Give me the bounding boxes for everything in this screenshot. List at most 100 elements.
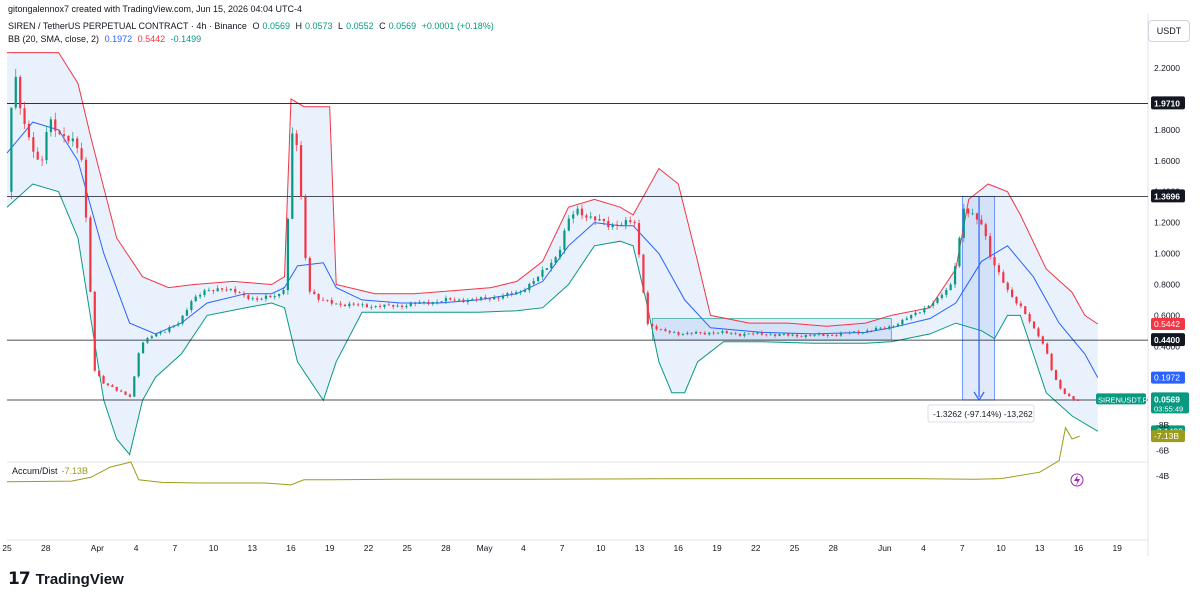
candle-body xyxy=(958,237,961,267)
candle-body xyxy=(146,338,149,343)
candle-body xyxy=(795,334,799,337)
candle-body xyxy=(949,284,952,291)
candle-body xyxy=(563,230,566,250)
candle-body xyxy=(708,332,711,335)
candle-body xyxy=(23,108,26,124)
candle-body xyxy=(128,394,131,397)
time-axis-tick: 4 xyxy=(134,543,139,553)
bb-price-tag-text: 0.1972 xyxy=(1154,373,1180,383)
candle-body xyxy=(1006,282,1009,290)
candle-body xyxy=(295,133,298,146)
candle-body xyxy=(89,217,92,292)
candle-body xyxy=(400,305,404,308)
candle-body xyxy=(734,333,737,335)
currency-selector[interactable]: USDT xyxy=(1148,20,1190,42)
accum-dist-legend[interactable]: Accum/Dist -7.13B xyxy=(12,466,88,476)
candle-body xyxy=(923,308,926,313)
candle-body xyxy=(378,306,382,307)
candle-body xyxy=(225,289,228,291)
candle-body xyxy=(690,332,693,334)
bb-price-tag-text: 0.5442 xyxy=(1154,319,1180,329)
time-axis-tick: 7 xyxy=(960,543,965,553)
symbol-legend: SIREN / TetherUS PERPETUAL CONTRACT · 4h… xyxy=(8,21,497,31)
candle-body xyxy=(238,292,241,294)
candle-body xyxy=(905,318,908,320)
candle-body xyxy=(953,266,957,285)
candle-body xyxy=(572,214,575,219)
candle-body xyxy=(299,145,303,197)
candle-body xyxy=(1041,336,1044,344)
candle-body xyxy=(738,333,742,336)
candle-body xyxy=(207,290,210,292)
candle-body xyxy=(866,330,869,333)
candle-body xyxy=(874,327,878,331)
candle-body xyxy=(892,326,895,328)
price-axis-tick: 0.8000 xyxy=(1154,279,1180,289)
candle-body xyxy=(716,332,720,334)
candle-body xyxy=(383,304,386,307)
time-axis-tick: May xyxy=(477,543,494,553)
candle-body xyxy=(479,297,483,300)
candle-body xyxy=(374,306,377,308)
candle-body xyxy=(409,303,412,306)
time-axis-tick: 16 xyxy=(1074,543,1084,553)
level-price-tag-text: 1.3696 xyxy=(1154,191,1180,201)
time-axis-tick: 25 xyxy=(402,543,412,553)
candle-body xyxy=(778,334,781,336)
current-price-tag xyxy=(1151,392,1189,414)
candle-body xyxy=(150,336,153,339)
candle-body xyxy=(800,336,803,338)
candle-body xyxy=(286,218,290,291)
candle-body xyxy=(264,295,268,299)
candle-body xyxy=(466,300,469,303)
candle-body xyxy=(677,332,680,335)
candle-body xyxy=(111,385,114,387)
candle-body xyxy=(190,301,193,311)
candle-body xyxy=(234,288,237,293)
candle-body xyxy=(541,269,544,277)
candle-body xyxy=(580,208,584,216)
symbol-name[interactable]: SIREN / TetherUS PERPETUAL CONTRACT · 4h… xyxy=(8,21,247,31)
bb-price-tag xyxy=(1151,318,1185,331)
candle-body xyxy=(163,331,167,333)
candle-body xyxy=(308,258,311,292)
price-axis-tick: 1.8000 xyxy=(1154,125,1180,135)
candle-body xyxy=(515,292,518,295)
accum-axis-tick: -4B xyxy=(1156,471,1170,481)
candle-body xyxy=(1068,393,1071,397)
candle-body xyxy=(589,216,592,218)
candle-body xyxy=(62,134,66,136)
footer-branding[interactable]: 17 TradingView xyxy=(8,569,124,589)
candle-body xyxy=(962,208,965,238)
price-axis-tick: 0.6000 xyxy=(1154,310,1180,320)
candle-body xyxy=(831,334,834,336)
candle-body xyxy=(444,298,448,302)
candle-body xyxy=(703,332,706,335)
candle-body xyxy=(730,333,733,335)
candle-body xyxy=(10,107,13,192)
candle-body xyxy=(365,304,369,308)
time-axis-tick: 28 xyxy=(41,543,51,553)
candle-body xyxy=(484,297,487,299)
change-value: +0.0001 (+0.18%) xyxy=(421,21,494,31)
candle-body xyxy=(668,330,671,333)
candle-body xyxy=(76,138,79,149)
candle-body xyxy=(335,303,338,305)
candle-body xyxy=(427,302,430,305)
candle-body xyxy=(646,292,649,324)
time-axis-tick: 19 xyxy=(1112,543,1122,553)
lightning-glyph xyxy=(1074,475,1080,486)
price-axis-tick: 1.0000 xyxy=(1154,249,1180,259)
bb-lower-line xyxy=(6,183,1099,456)
candle-body xyxy=(414,303,417,305)
candle-body xyxy=(115,386,118,391)
candle-body xyxy=(879,327,882,329)
candle-body xyxy=(14,76,17,108)
open-value: 0.0569 xyxy=(262,21,290,31)
candle-body xyxy=(844,332,847,334)
candle-body xyxy=(102,375,105,384)
bb-legend[interactable]: BB (20, SMA, close, 2) 0.1972 0.5442 -0.… xyxy=(8,34,204,44)
candle-body xyxy=(510,293,513,295)
candle-body xyxy=(1002,272,1005,283)
